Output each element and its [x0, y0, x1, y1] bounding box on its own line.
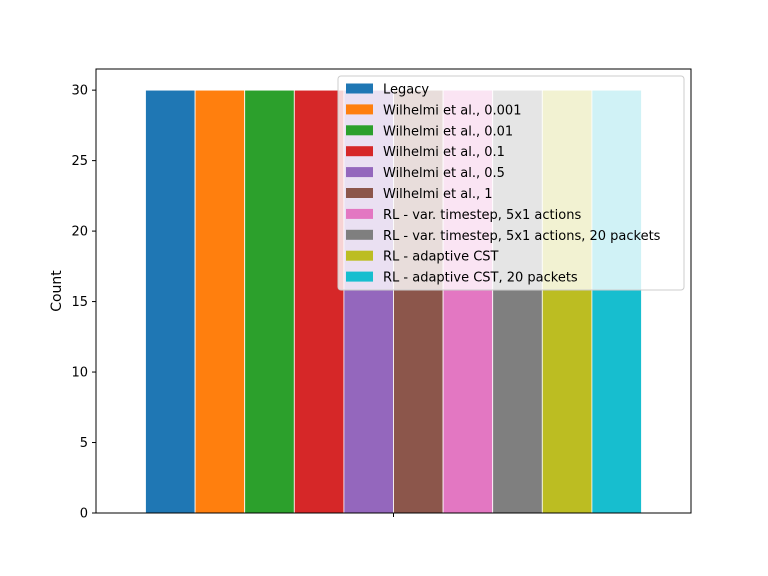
y-tick-label: 20	[71, 225, 88, 240]
y-tick-label: 15	[71, 295, 88, 310]
legend-swatch	[346, 146, 373, 157]
legend-swatch	[346, 104, 373, 115]
y-axis-label: Count	[49, 270, 65, 312]
legend-label: RL - adaptive CST, 20 packets	[383, 271, 578, 286]
legend: Legacy Wilhelmi et al., 0.001 Wilhelmi et …	[337, 75, 685, 291]
bar-1	[145, 89, 196, 514]
y-tick-label: 0	[80, 507, 88, 522]
legend-swatch	[346, 83, 373, 94]
legend-label: RL - var. timestep, 5x1 actions, 20 pack…	[383, 229, 661, 244]
y-tick-label: 25	[71, 154, 88, 169]
legend-swatch	[346, 208, 373, 219]
legend-label: Wilhelmi et al., 1	[383, 187, 493, 202]
y-tick-label: 30	[71, 84, 88, 99]
legend-swatch	[346, 167, 373, 178]
legend-label: Wilhelmi et al., 0.1	[383, 145, 505, 160]
bar-4	[293, 89, 345, 514]
legend-swatch	[346, 188, 373, 198]
legend-box	[337, 75, 685, 291]
legend-swatch	[346, 229, 373, 240]
legend-label: Wilhelmi et al., 0.5	[383, 166, 505, 181]
legend-swatch	[346, 125, 373, 136]
bar-2	[194, 89, 246, 514]
y-tick-label: 10	[71, 366, 88, 381]
legend-label: RL - adaptive CST	[383, 250, 499, 265]
legend-label: Wilhelmi et al., 0.01	[383, 124, 513, 139]
legend-label: Wilhelmi et al., 0.001	[383, 103, 521, 118]
bar-3	[244, 89, 295, 514]
legend-label: RL - var. timestep, 5x1 actions	[383, 208, 581, 223]
y-axis: 0 5 10 15 20 25 30	[71, 84, 96, 522]
legend-swatch	[346, 271, 373, 282]
legend-swatch	[346, 250, 373, 261]
y-tick-label: 5	[80, 436, 88, 451]
legend-label: Legacy	[383, 83, 429, 98]
